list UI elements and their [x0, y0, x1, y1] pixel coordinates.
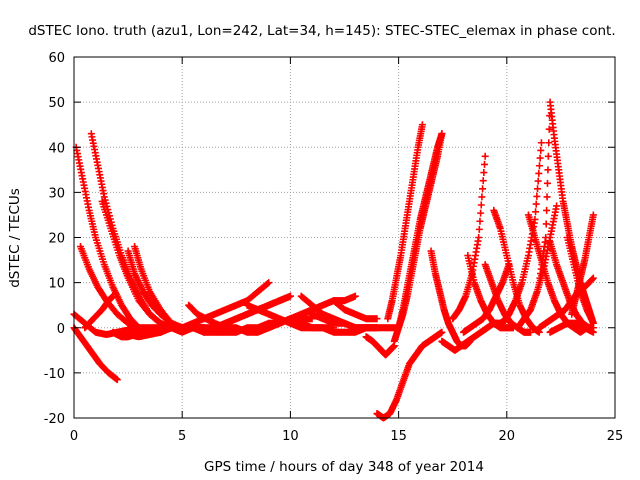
data-point: [477, 209, 485, 217]
data-point: [543, 193, 551, 201]
x-tick-label: 15: [390, 429, 407, 444]
series-2: [72, 143, 186, 336]
data-point: [109, 292, 117, 300]
series-34: [498, 139, 545, 327]
data-point: [527, 328, 535, 336]
series-26: [395, 130, 446, 332]
data-point: [588, 275, 596, 283]
data-point: [475, 234, 483, 241]
data-point: [157, 328, 165, 336]
data-point: [478, 193, 486, 201]
data-point: [544, 152, 552, 160]
x-tick-label: 10: [282, 429, 299, 444]
data-point: [438, 130, 446, 138]
x-tick-label: 20: [499, 429, 516, 444]
data-point: [264, 280, 272, 288]
y-tick-label: 0: [57, 322, 65, 337]
x-tick-label: 5: [178, 429, 186, 444]
data-point: [589, 328, 597, 336]
series-6: [81, 292, 117, 332]
data-point: [481, 160, 489, 168]
data-point: [589, 274, 597, 282]
y-tick-label: 60: [48, 51, 65, 66]
data-point: [535, 169, 543, 177]
data-point: [537, 146, 545, 154]
series-23: [373, 328, 446, 422]
data-point: [589, 211, 597, 219]
data-point: [543, 179, 551, 187]
data-point: [534, 185, 542, 193]
x-tick-label: 25: [607, 429, 624, 444]
series-22: [362, 333, 398, 359]
data-point: [553, 202, 561, 210]
data-point: [113, 376, 121, 384]
data-point: [438, 328, 446, 336]
chart-title: dSTEC Iono. truth (azu1, Lon=242, Lat=34…: [28, 23, 615, 39]
series-20: [330, 297, 381, 323]
data-point: [265, 279, 273, 287]
data-point: [545, 125, 553, 133]
series-10: [113, 328, 165, 341]
data-point: [542, 234, 550, 241]
data-point: [545, 139, 553, 147]
data-marks: [70, 98, 597, 422]
series-41: [568, 211, 597, 318]
axis-ticks: 0 5 10 15 20 25 -20 -10 0 10 20 30 40 50 60: [44, 51, 624, 444]
data-point: [536, 154, 544, 162]
y-tick-label: 40: [48, 141, 65, 156]
x-axis-label: GPS time / hours of day 348 of year 2014: [204, 459, 484, 475]
series-42: [546, 319, 597, 336]
data-point: [479, 177, 487, 185]
data-point: [544, 166, 552, 174]
data-point: [534, 177, 542, 185]
data-point: [480, 169, 488, 177]
y-axis-label: dSTEC / TECUs: [7, 188, 23, 288]
data-point: [351, 292, 359, 300]
data-point: [542, 220, 550, 228]
x-tick-label: 0: [70, 429, 78, 444]
series-29: [449, 152, 489, 323]
data-point: [286, 292, 294, 300]
data-point: [475, 225, 483, 233]
data-point: [477, 201, 485, 209]
y-tick-label: 20: [48, 232, 65, 247]
data-point: [476, 217, 484, 225]
data-point: [589, 319, 597, 327]
data-point: [535, 162, 543, 170]
data-point: [533, 192, 541, 200]
y-tick-label: -10: [44, 367, 65, 382]
series-21: [286, 319, 403, 336]
data-point: [532, 208, 540, 216]
data-point: [532, 200, 540, 208]
y-tick-label: -20: [44, 412, 65, 427]
y-tick-label: 10: [48, 277, 65, 292]
data-point: [100, 193, 108, 201]
data-point: [481, 152, 489, 160]
data-point: [543, 206, 551, 214]
y-tick-label: 30: [48, 186, 65, 201]
data-point: [418, 121, 426, 129]
series-15: [211, 292, 294, 332]
data-point: [537, 139, 545, 147]
data-point: [373, 315, 381, 323]
data-point: [479, 185, 487, 193]
y-tick-label: 50: [48, 96, 65, 111]
series-24: [384, 121, 426, 323]
